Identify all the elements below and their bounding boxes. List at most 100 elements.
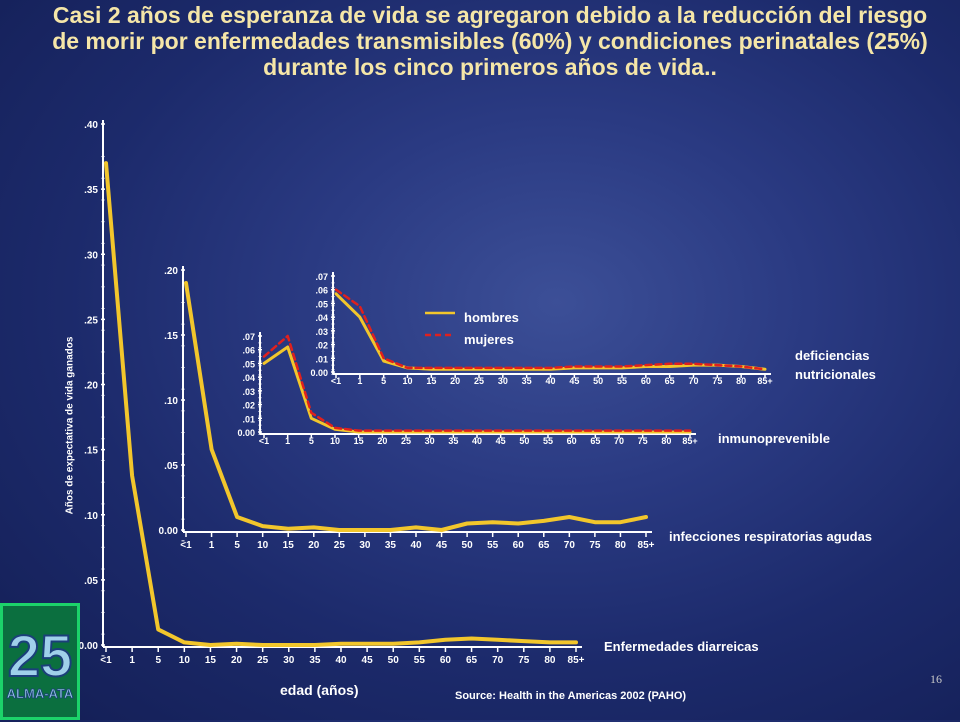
x-tick-label-nutricionales: 1	[357, 376, 362, 386]
x-tick-label-respiratorias: 5	[234, 540, 240, 551]
y-tick-label-inmunoprevenible: .07	[242, 332, 255, 342]
x-tick-label-respiratorias: 60	[513, 540, 525, 551]
y-tick-label-inmunoprevenible: 0.00	[237, 428, 255, 438]
x-tick-label-respiratorias: 30	[359, 540, 371, 551]
x-tick-label-diarreicas: <1	[100, 655, 112, 666]
x-tick-label-nutricionales: 65	[665, 376, 675, 386]
x-tick-label-diarreicas: 40	[335, 655, 347, 666]
series-line-inmunoprevenible-hombres	[262, 345, 692, 434]
x-tick-label-nutricionales: 60	[641, 376, 651, 386]
x-tick-label-diarreicas: 80	[544, 655, 556, 666]
y-tick-label-diarreicas: .20	[84, 381, 98, 392]
x-tick-label-diarreicas: 25	[257, 655, 269, 666]
y-tick-label-inmunoprevenible: .04	[242, 373, 255, 383]
x-tick-label-diarreicas: 20	[231, 655, 243, 666]
x-tick-label-nutricionales: 70	[688, 376, 698, 386]
x-tick-label-nutricionales: 50	[593, 376, 603, 386]
y-tick-label-nutricionales: .04	[315, 313, 328, 323]
series-line-respiratorias-hombres	[184, 281, 648, 532]
legend-label-hombres: hombres	[464, 310, 519, 325]
x-tick-label-nutricionales: 45	[569, 376, 579, 386]
y-tick-label-diarreicas: .10	[84, 511, 98, 522]
x-tick-label-diarreicas: 30	[283, 655, 295, 666]
y-tick-label-inmunoprevenible: .02	[242, 401, 255, 411]
x-tick-label-respiratorias: 25	[334, 540, 346, 551]
y-tick-label-nutricionales: 0.00	[310, 368, 328, 378]
x-tick-label-inmunoprevenible: 10	[330, 436, 340, 446]
x-tick-label-inmunoprevenible: 55	[543, 436, 553, 446]
x-tick-label-nutricionales: <1	[331, 376, 341, 386]
x-tick-label-inmunoprevenible: 60	[567, 436, 577, 446]
y-tick-label-diarreicas: .25	[84, 315, 98, 326]
x-tick-label-nutricionales: 75	[712, 376, 722, 386]
label-inmunoprevenible: inmunoprevenible	[718, 431, 830, 446]
x-tick-label-nutricionales: 55	[617, 376, 627, 386]
x-tick-label-nutricionales: 85+	[757, 376, 772, 386]
x-tick-label-respiratorias: 20	[308, 540, 320, 551]
x-tick-label-diarreicas: 45	[362, 655, 374, 666]
x-tick-label-diarreicas: 75	[518, 655, 530, 666]
x-tick-label-diarreicas: 55	[414, 655, 426, 666]
x-tick-label-inmunoprevenible: 45	[496, 436, 506, 446]
x-tick-label-inmunoprevenible: 80	[661, 436, 671, 446]
y-tick-label-diarreicas: .30	[84, 250, 98, 261]
x-tick-label-inmunoprevenible: 85+	[682, 436, 697, 446]
x-tick-label-inmunoprevenible: 1	[285, 436, 290, 446]
series-line-inmunoprevenible-mujeres	[262, 334, 692, 432]
y-tick-label-respiratorias: 0.00	[159, 526, 179, 537]
y-tick-label-respiratorias: .10	[164, 396, 178, 407]
x-tick-label-respiratorias: 55	[487, 540, 499, 551]
y-tick-label-diarreicas: .15	[84, 446, 98, 457]
x-tick-label-nutricionales: 40	[545, 376, 555, 386]
label-nutricionales-1: deficiencias	[795, 348, 870, 363]
series-line-diarreicas-hombres	[104, 161, 578, 647]
x-tick-label-diarreicas: 10	[179, 655, 191, 666]
chart-nutricionales: .07.06.05.04.03.02.010.00<1 1 5 10 15 20 25 30 3…	[310, 272, 773, 386]
x-tick-label-inmunoprevenible: 25	[401, 436, 411, 446]
x-tick-label-respiratorias: 65	[538, 540, 550, 551]
x-tick-label-inmunoprevenible: 65	[590, 436, 600, 446]
series-line-nutricionales-hombres	[334, 292, 767, 371]
x-tick-label-diarreicas: 5	[155, 655, 161, 666]
y-tick-label-diarreicas: .05	[84, 576, 98, 587]
label-respiratorias: infecciones respiratorias agudas	[669, 529, 873, 544]
logo-graphic: 25 ALMA-ATA	[6, 623, 74, 701]
source-note: Source: Health in the Americas 2002 (PAH…	[455, 690, 687, 702]
x-tick-label-nutricionales: 20	[450, 376, 460, 386]
y-tick-label-inmunoprevenible: .01	[242, 414, 255, 424]
x-tick-label-inmunoprevenible: 5	[309, 436, 314, 446]
x-tick-label-diarreicas: 65	[466, 655, 478, 666]
y-tick-label-inmunoprevenible: .03	[242, 387, 255, 397]
y-tick-label-respiratorias: .05	[164, 461, 178, 472]
x-axis-label: edad (años)	[280, 682, 359, 698]
page-number: 16	[930, 672, 942, 686]
x-tick-label-diarreicas: 1	[129, 655, 135, 666]
y-tick-label-respiratorias: .15	[164, 331, 178, 342]
x-tick-label-nutricionales: 35	[522, 376, 532, 386]
y-tick-label-nutricionales: .07	[315, 272, 328, 282]
x-tick-label-respiratorias: <1	[180, 540, 192, 551]
x-tick-label-nutricionales: 5	[381, 376, 386, 386]
x-tick-label-respiratorias: 35	[385, 540, 397, 551]
x-tick-label-respiratorias: 80	[615, 540, 627, 551]
x-tick-label-nutricionales: 80	[736, 376, 746, 386]
x-tick-label-respiratorias: 75	[589, 540, 601, 551]
chart-inmunoprevenible: .07.06.05.04.03.02.010.00<1 1 5 10 15 20 25 30 3…	[237, 332, 698, 446]
x-tick-label-inmunoprevenible: 15	[354, 436, 364, 446]
y-tick-label-nutricionales: .03	[315, 327, 328, 337]
x-tick-label-respiratorias: 50	[462, 540, 474, 551]
x-tick-label-nutricionales: 30	[498, 376, 508, 386]
x-tick-label-respiratorias: 70	[564, 540, 576, 551]
svg-text:25: 25	[8, 624, 73, 689]
chart-respiratorias: .20.15.10.050.00<1 1 5 10 15 20 25 30 35 40 45 50 55…	[159, 266, 655, 551]
x-tick-label-inmunoprevenible: 75	[638, 436, 648, 446]
x-tick-label-diarreicas: 50	[388, 655, 400, 666]
svg-text:ALMA-ATA: ALMA-ATA	[7, 686, 74, 701]
x-tick-label-diarreicas: 70	[492, 655, 504, 666]
x-tick-label-diarreicas: 60	[440, 655, 452, 666]
alma-ata-logo: 25 ALMA-ATA	[0, 603, 80, 720]
x-tick-label-nutricionales: 15	[426, 376, 436, 386]
x-tick-label-respiratorias: 10	[257, 540, 269, 551]
y-tick-label-diarreicas: .40	[84, 120, 98, 131]
